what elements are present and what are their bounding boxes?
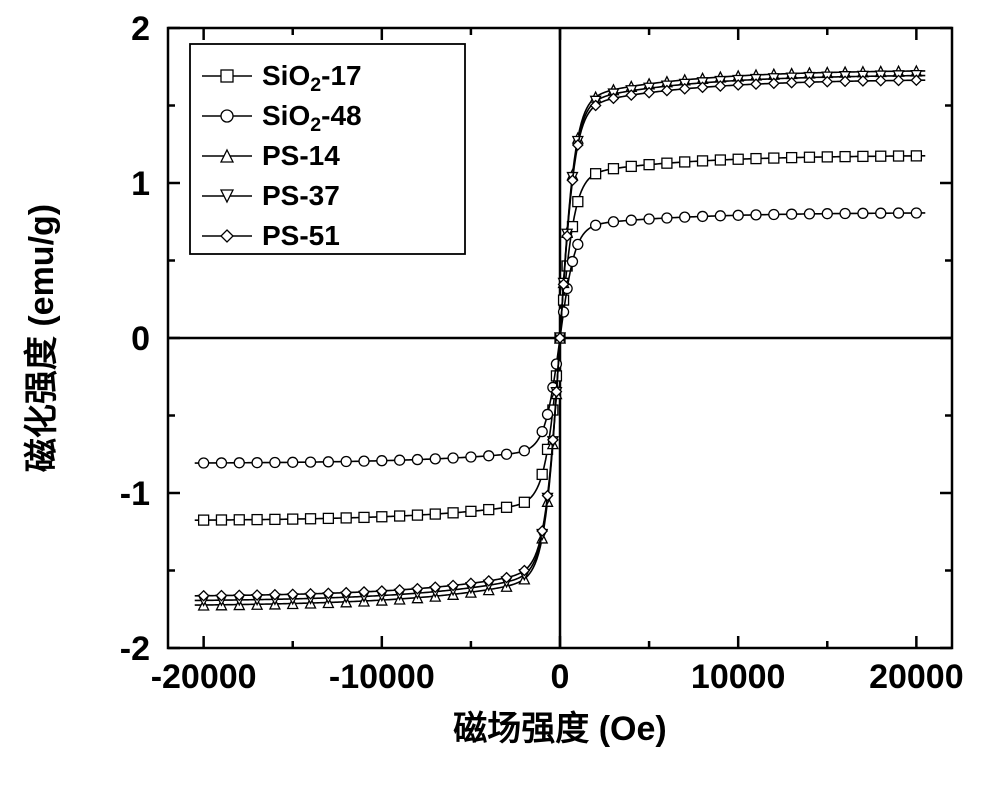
svg-text:PS-51: PS-51 bbox=[262, 220, 340, 251]
hysteresis-chart: -20000 -10000 0 10000 20000 -2 -1 0 1 2 磁场强度 (Oe) 磁… bbox=[0, 0, 1000, 788]
svg-text:PS-37: PS-37 bbox=[262, 180, 340, 211]
svg-text:0: 0 bbox=[551, 658, 570, 696]
svg-text:磁场强度 (Oe): 磁场强度 (Oe) bbox=[453, 710, 666, 748]
svg-text:磁化强度 (emu/g): 磁化强度 (emu/g) bbox=[23, 204, 61, 472]
svg-text:20000: 20000 bbox=[869, 658, 964, 696]
svg-text:PS-14: PS-14 bbox=[262, 140, 340, 171]
svg-text:-2: -2 bbox=[120, 630, 150, 668]
svg-text:1: 1 bbox=[131, 165, 150, 203]
svg-text:2: 2 bbox=[131, 10, 150, 48]
svg-text:-20000: -20000 bbox=[151, 658, 257, 696]
svg-text:-1: -1 bbox=[120, 475, 150, 513]
svg-text:-10000: -10000 bbox=[329, 658, 435, 696]
svg-text:10000: 10000 bbox=[691, 658, 786, 696]
svg-text:0: 0 bbox=[131, 320, 150, 358]
